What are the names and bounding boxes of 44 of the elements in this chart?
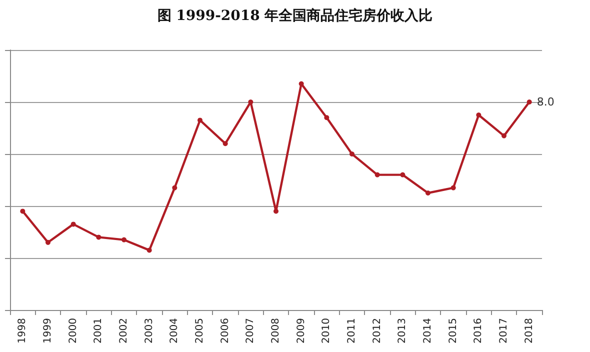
point — [374, 172, 380, 178]
point — [20, 208, 26, 214]
x-tick-label: 1999 — [42, 318, 54, 344]
point — [426, 190, 430, 196]
data-label: 8.0 — [536, 96, 554, 108]
x-tick-label: 2006 — [220, 318, 231, 344]
point — [400, 172, 406, 178]
x-tick-label: 2015 — [448, 318, 459, 344]
x-tick-label: 2013 — [397, 318, 408, 344]
point — [502, 133, 506, 138]
point — [274, 208, 278, 214]
chart-title: 图 1999-2018 年全国商品住宅房价收入比 — [157, 7, 433, 24]
point — [122, 237, 126, 242]
x-tick-label: 2010 — [321, 318, 332, 344]
x-tick-label: 2011 — [346, 318, 358, 344]
point — [350, 152, 354, 156]
point — [450, 185, 456, 190]
x-tick-label: 1998 — [17, 318, 28, 344]
point — [172, 185, 178, 190]
x-tick-label: 2001 — [93, 318, 104, 344]
x-tick-label: 2003 — [144, 318, 155, 344]
x-tick-label: 2008 — [270, 318, 282, 344]
point — [324, 115, 330, 120]
x-tick-label: 2000 — [68, 318, 79, 344]
point — [248, 100, 254, 104]
x-tick-label: 2017 — [498, 318, 510, 344]
point — [46, 240, 50, 245]
point — [146, 248, 152, 253]
x-tick-label: 2004 — [169, 318, 180, 344]
point — [298, 81, 304, 86]
x-tick-label: 2002 — [118, 318, 130, 344]
x-tick-label: 2007 — [245, 318, 256, 344]
point — [70, 222, 76, 227]
point — [476, 112, 482, 118]
point — [198, 118, 202, 123]
x-tick-label: 2009 — [296, 318, 307, 344]
point — [96, 234, 102, 240]
point — [526, 100, 532, 104]
x-tick-label: 2005 — [194, 318, 206, 344]
x-tick-label: 2018 — [524, 318, 535, 344]
point — [222, 141, 228, 146]
x-tick-label: 2014 — [422, 318, 434, 344]
x-tick-label: 2012 — [372, 318, 383, 344]
x-tick-label: 2016 — [473, 318, 484, 344]
